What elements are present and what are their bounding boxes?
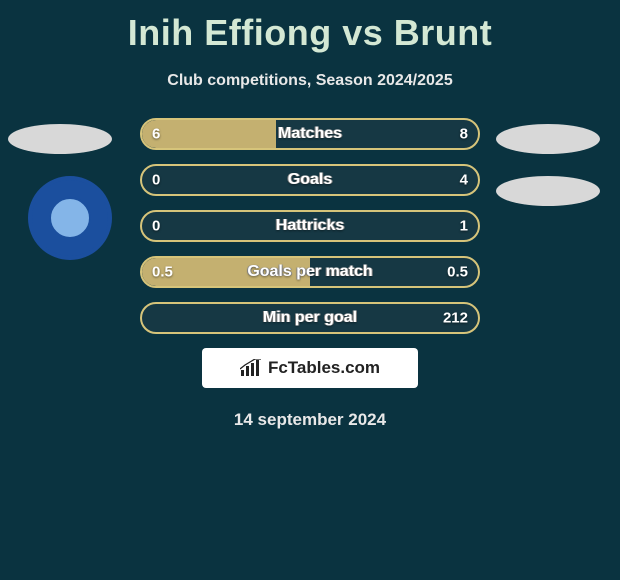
stat-value-right: 0.5 bbox=[447, 264, 468, 281]
stat-fill-left bbox=[142, 120, 276, 148]
stat-value-right: 1 bbox=[460, 218, 468, 235]
stat-label: Min per goal bbox=[263, 309, 357, 327]
stat-label: Goals per match bbox=[247, 263, 372, 281]
stat-bars: 6 Matches 8 0 Goals 4 0 Hattricks 1 0.5 Goals per … bbox=[140, 118, 480, 334]
stat-value-right: 4 bbox=[460, 172, 468, 189]
brand-chart-icon bbox=[240, 359, 262, 377]
stat-row: 0 Goals 4 bbox=[140, 164, 480, 196]
date-line: 14 september 2024 bbox=[0, 410, 620, 430]
player-right-avatar-2 bbox=[496, 176, 600, 206]
stat-row: 0 Hattricks 1 bbox=[140, 210, 480, 242]
stat-label: Goals bbox=[288, 171, 332, 189]
player-right-avatar bbox=[496, 124, 600, 154]
player-left-avatar bbox=[8, 124, 112, 154]
stat-value-right: 212 bbox=[443, 310, 468, 327]
stat-row: 6 Matches 8 bbox=[140, 118, 480, 150]
brand-watermark: FcTables.com bbox=[202, 348, 418, 388]
stat-value-right: 8 bbox=[460, 126, 468, 143]
stat-value-left: 0 bbox=[152, 172, 160, 189]
club-badge-left bbox=[28, 176, 112, 260]
stat-label: Matches bbox=[278, 125, 342, 143]
stat-value-left: 0 bbox=[152, 218, 160, 235]
stat-label: Hattricks bbox=[276, 217, 344, 235]
stat-row: 0.5 Goals per match 0.5 bbox=[140, 256, 480, 288]
subtitle: Club competitions, Season 2024/2025 bbox=[0, 72, 620, 90]
stat-value-left: 6 bbox=[152, 126, 160, 143]
stat-row: Min per goal 212 bbox=[140, 302, 480, 334]
stat-value-left: 0.5 bbox=[152, 264, 173, 281]
brand-text: FcTables.com bbox=[268, 358, 380, 378]
comparison-panel: 6 Matches 8 0 Goals 4 0 Hattricks 1 0.5 Goals per … bbox=[0, 118, 620, 430]
page-title: Inih Effiong vs Brunt bbox=[0, 0, 620, 54]
